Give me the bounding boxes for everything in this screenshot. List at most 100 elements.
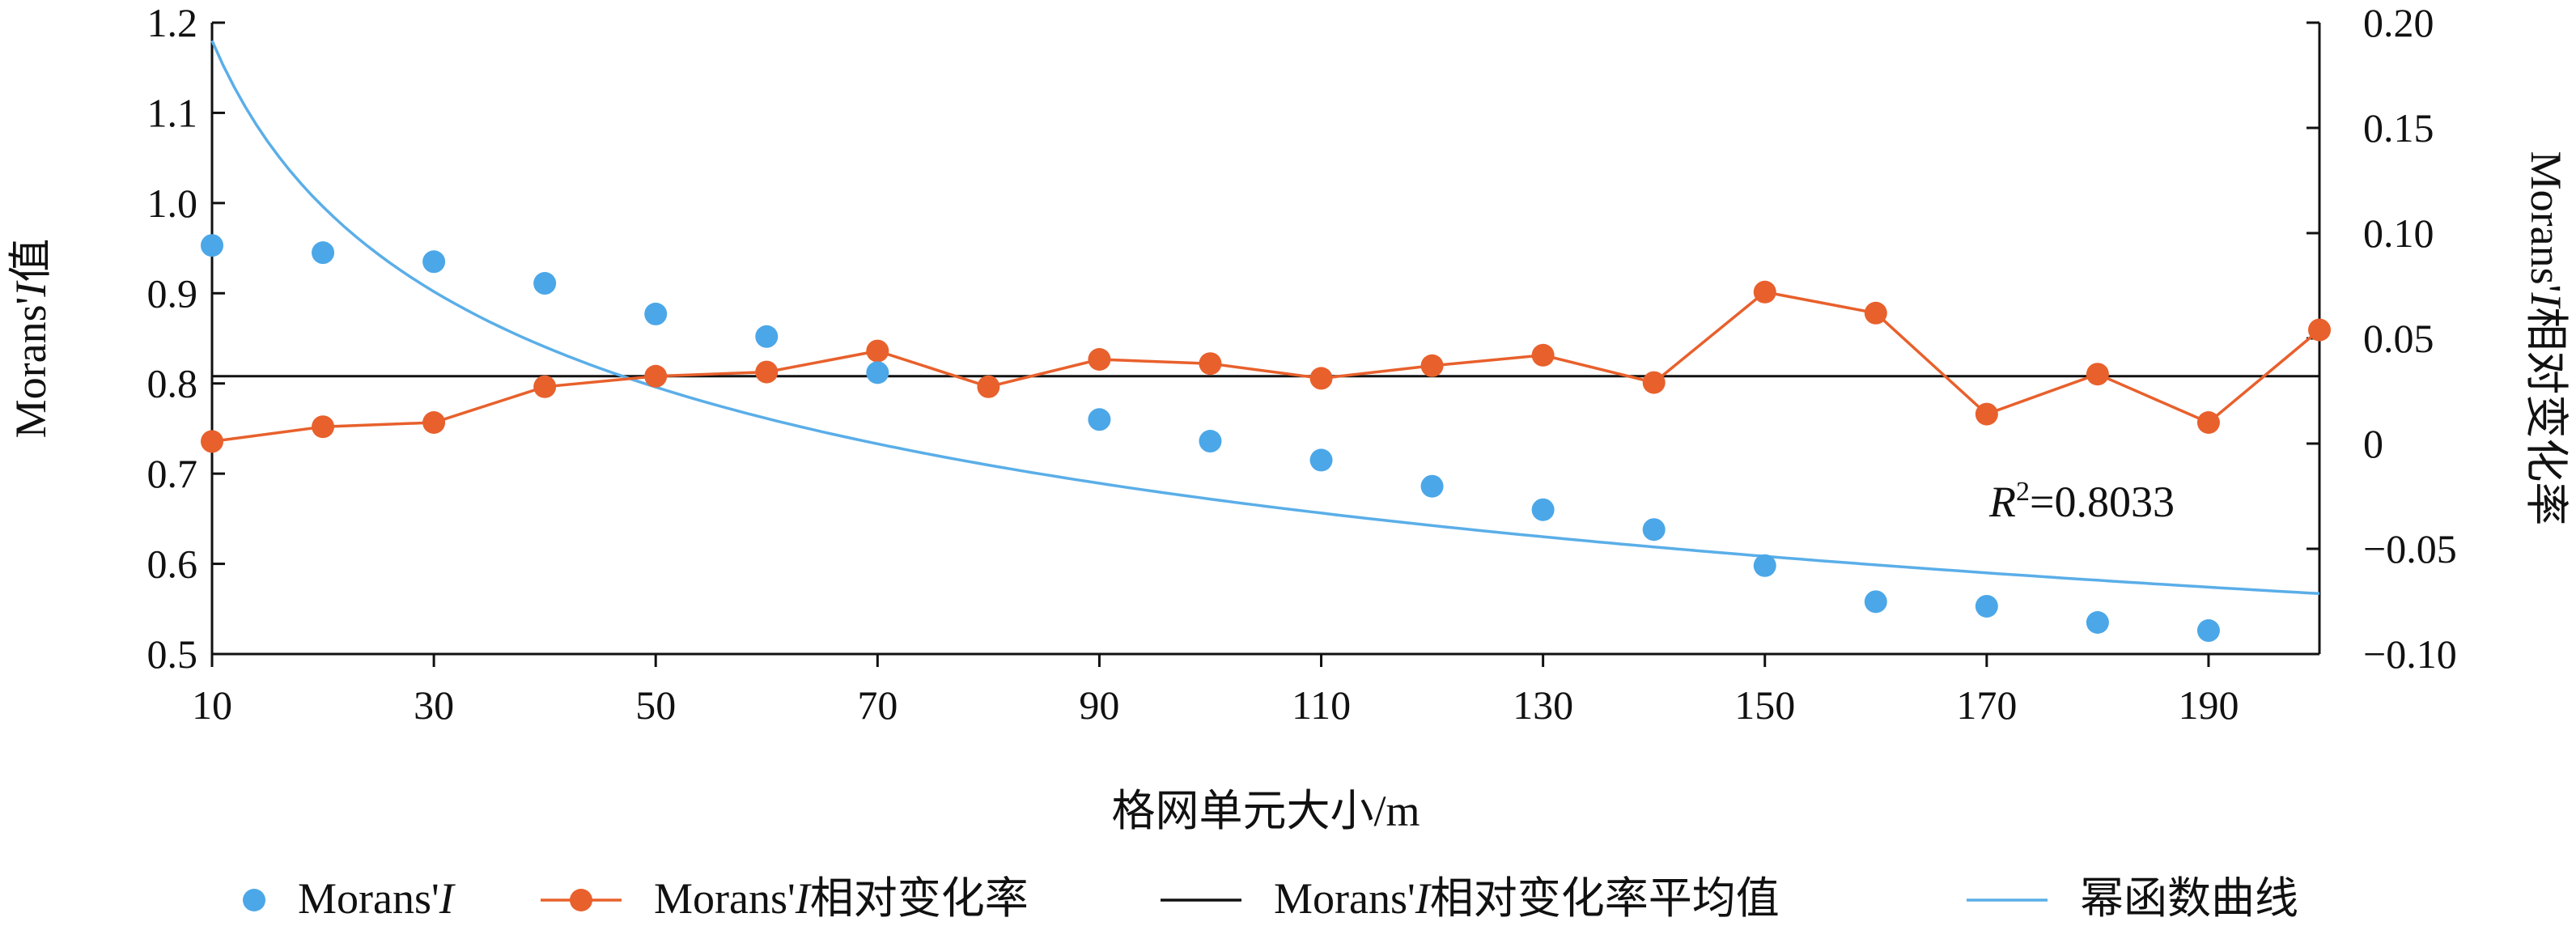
morans-i-point <box>1531 498 1555 521</box>
y-left-tick-label: 0.5 <box>147 631 198 677</box>
relative-change-point <box>312 415 335 439</box>
label-part: Morans' <box>654 874 796 923</box>
x-tick-label: 30 <box>414 682 454 728</box>
relative-change-point <box>201 430 223 453</box>
legend-item: 幂函数曲线 <box>1967 874 2298 923</box>
relative-change-point <box>1420 354 1444 377</box>
relative-change-point <box>977 375 1000 398</box>
legend-label: 幂函数曲线 <box>2080 874 2298 923</box>
relative-change-point <box>533 375 557 398</box>
x-tick-label: 50 <box>635 682 676 728</box>
y-left-tick-label: 0.9 <box>147 270 198 316</box>
x-tick-label: 10 <box>192 682 232 728</box>
annotation-part: =0.8033 <box>2030 478 2175 526</box>
relative-change-point <box>1642 371 1666 394</box>
x-tick-label: 90 <box>1079 682 1119 728</box>
label-part: 值 <box>6 239 55 282</box>
morans-i-point <box>2086 611 2109 634</box>
morans-i-point <box>1420 474 1444 498</box>
morans-i-point <box>201 234 223 257</box>
morans-i-point <box>1975 594 1998 618</box>
legend-item: Morans'I相对变化率 <box>541 874 1029 923</box>
power-curve-line <box>210 40 2320 596</box>
label-part: 幂函数曲线 <box>2080 874 2298 923</box>
morans-i-point <box>644 302 668 325</box>
y-left-axis-title: Morans'I值 <box>6 239 55 439</box>
x-tick-label: 150 <box>1734 682 1795 728</box>
x-tick-label: 170 <box>1956 682 2017 728</box>
relative-change-point <box>2196 411 2220 434</box>
y-left-tick-label: 0.8 <box>147 361 198 406</box>
label-part: Morans' <box>298 874 439 923</box>
x-axis-title: 格网单元大小/m <box>1111 787 1420 835</box>
y-right-axis-title: Morans'I相对变化率 <box>2522 151 2570 526</box>
labels: 10 30 50 70 90 110 130 150 170 190 0.5 0.6 0.7 0.8 0.9… <box>6 0 2570 835</box>
morans-i-point <box>2196 619 2220 643</box>
y-right-tick-label: 0 <box>2363 421 2383 466</box>
label-part-italic: I <box>2522 291 2570 309</box>
y-left-tick-label: 1.1 <box>147 90 198 135</box>
legend-label: Morans'I相对变化率平均值 <box>1274 874 1780 923</box>
morans-i-point <box>312 241 335 265</box>
relative-change-point <box>755 360 779 384</box>
label-part: 相对变化率平均值 <box>1430 874 1780 923</box>
relative-change-point <box>1975 402 1998 426</box>
relative-change-point <box>1753 280 1776 304</box>
morans-i-point <box>533 272 557 295</box>
r-squared-annotation: R2=0.8033 <box>1988 477 2175 526</box>
label-part: Morans' <box>1274 874 1415 923</box>
morans-i-point <box>1199 430 1222 453</box>
y-right-tick-label: 0.20 <box>2363 0 2434 45</box>
annotation-part-italic: R <box>1988 478 2016 526</box>
relative-change-point <box>2308 318 2331 342</box>
x-tick-label: 130 <box>1513 682 1573 728</box>
x-tick-label: 190 <box>2178 682 2239 728</box>
relative-change-point <box>1864 301 1887 325</box>
y-right-tick-label: −0.05 <box>2363 526 2457 571</box>
x-tick-label: 110 <box>1292 682 1351 728</box>
relative-change-line <box>211 290 2321 444</box>
relative-change-point <box>422 411 446 434</box>
relative-change-point <box>1309 367 1333 390</box>
x-tick-label: 70 <box>857 682 898 728</box>
y-left-tick-label: 0.6 <box>147 542 198 587</box>
relative-change-point <box>1531 343 1555 367</box>
y-right-tick-label: 0.10 <box>2363 210 2434 256</box>
morans-i-point <box>755 325 779 348</box>
legend-item: Morans'I <box>243 874 456 923</box>
label-part-italic: I <box>1415 874 1432 923</box>
relative-change-point <box>1088 348 1111 371</box>
morans-i-point <box>866 361 889 384</box>
legend-item: Morans'I相对变化率平均值 <box>1161 874 1780 923</box>
y-left-tick-label: 1.2 <box>147 0 198 45</box>
relative-change-point <box>644 364 668 388</box>
label-part-italic: I <box>795 874 813 923</box>
morans-i-point <box>1753 554 1776 577</box>
morans-i-point <box>1864 590 1887 614</box>
legend-marker-dot <box>243 889 265 911</box>
y-right-tick-label: 0.15 <box>2363 105 2434 151</box>
y-left-tick-label: 0.7 <box>147 451 198 496</box>
series <box>201 40 2331 643</box>
y-right-tick-label: −0.10 <box>2363 631 2457 677</box>
y-right-tick-label: 0.05 <box>2363 316 2434 361</box>
morans-i-point <box>422 250 446 274</box>
axes <box>210 21 2321 667</box>
label-part: Morans' <box>6 297 55 439</box>
legend-label: Morans'I <box>298 874 456 923</box>
label-part: 相对变化率 <box>810 874 1029 923</box>
morans-i-point <box>1309 448 1333 472</box>
label-part-italic: I <box>6 280 55 298</box>
morans-i-point <box>1642 518 1666 542</box>
legend-marker-dot <box>570 889 592 911</box>
annotation-part-sup: 2 <box>2016 477 2030 507</box>
label-part: 相对变化率 <box>2522 307 2570 525</box>
morans-i-point <box>1088 408 1111 431</box>
relative-change-point <box>2086 363 2109 386</box>
y-left-tick-label: 1.0 <box>147 181 198 226</box>
label-part: Morans' <box>2522 151 2570 293</box>
legend-label: Morans'I相对变化率 <box>654 874 1029 923</box>
legend: Morans'I Morans'I相对变化率 Morans'I相对变化率平均值 幂函数… <box>243 874 2298 923</box>
